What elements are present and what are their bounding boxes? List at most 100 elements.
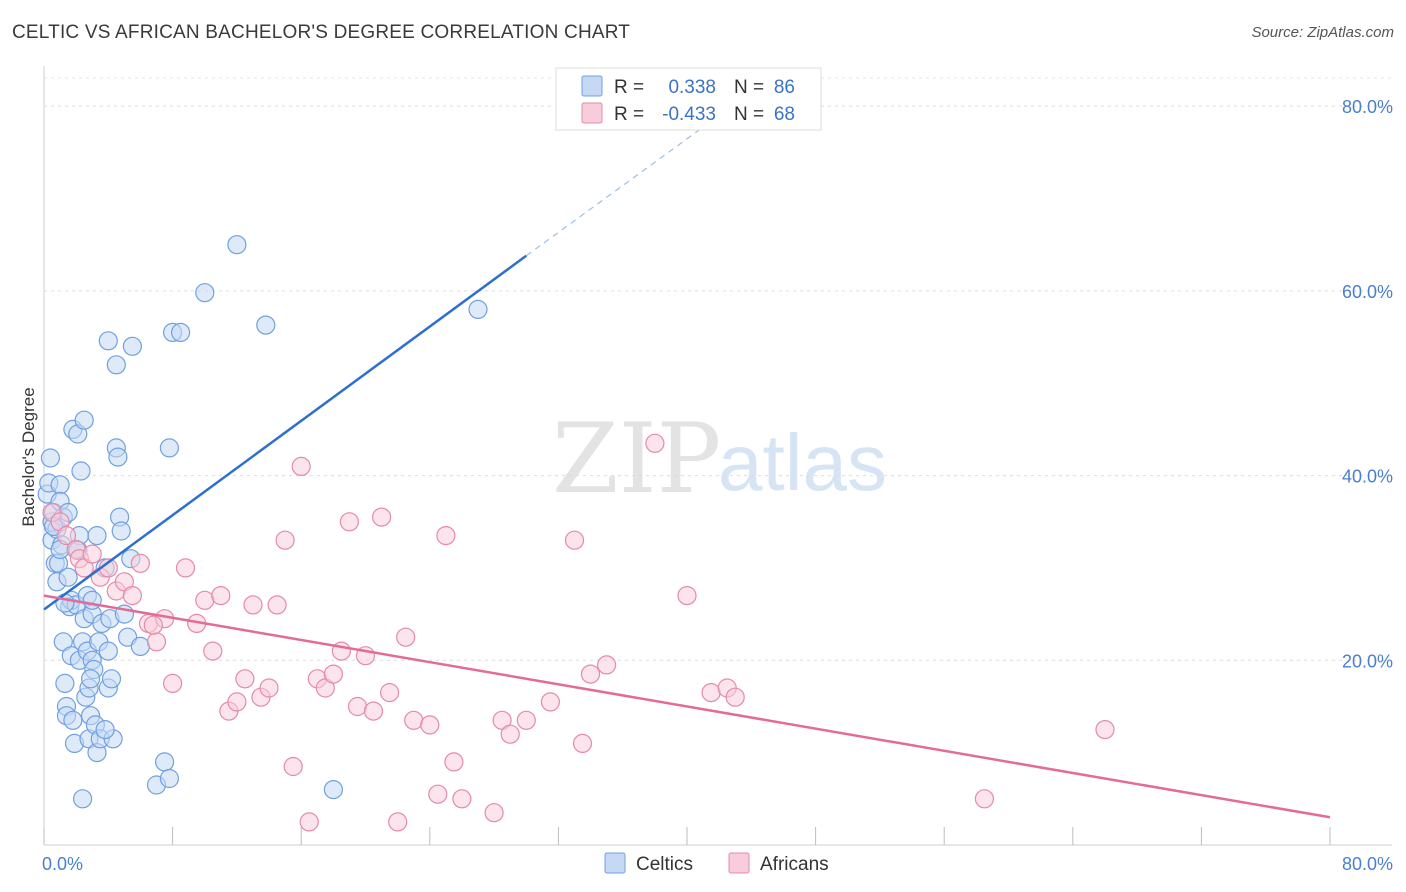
africans-point-43 [388,812,408,832]
celtics-point-69 [227,235,247,255]
africans-point-6 [82,544,102,564]
africans-point-30 [283,756,303,777]
africans-point-32 [299,812,319,832]
africans-point-16 [163,673,183,694]
celtics-point-76 [55,593,75,613]
africans-point-62 [701,682,721,703]
africans-point-23 [227,692,247,712]
celtics-point-81 [122,336,142,356]
africans-point-19 [195,590,215,610]
y-tick-label-80: 80.0% [1342,97,1393,117]
legend-r-label-celtics: R = [614,77,644,98]
source-label: Source: ZipAtlas.com [1251,24,1394,41]
x-tick-label-min: 0.0% [42,854,83,874]
africans-point-51 [484,803,504,823]
africans-point-38 [347,696,368,717]
africans-point-28 [267,595,287,615]
africans-point-37 [339,512,359,532]
africans-point-61 [677,585,697,606]
celtics-point-83 [159,768,179,789]
y-axis-label: Bachelor's Degree [19,387,38,526]
africans-point-58 [580,664,601,684]
africans-point-29 [275,530,295,550]
legend-r-value-celtics: 0.338 [668,77,716,98]
celtics-point-45 [87,525,107,546]
africans-point-20 [203,641,223,661]
legend-swatch-africans [581,102,603,124]
africans-point-25 [243,595,263,615]
trend-lines [43,114,1331,819]
celtics-point-72 [468,299,488,319]
celtics-point-51 [98,641,118,661]
legend-n-label-celtics: N = [734,77,764,98]
africans-point-2 [56,525,77,546]
celtics-point-84 [95,719,115,740]
africans-point-24 [235,669,255,689]
africans-point-42 [380,682,400,703]
celtics-point-64 [155,752,175,772]
africans-point-44 [396,627,416,647]
celtics-point-57 [108,447,128,467]
legend-n-label-africans: N = [734,104,764,125]
celtics-point-54 [101,669,122,689]
trend-line-celtics [43,254,527,611]
africans-point-21 [211,585,231,606]
bottom-legend-swatch-celtics [604,852,626,874]
celtics-point-63 [130,636,150,657]
africans-point-35 [323,664,343,684]
celtics-point-67 [171,322,191,342]
africans-point-60 [645,433,665,453]
africans-point-59 [596,655,617,675]
africans-point-50 [452,789,472,809]
y-tick-label-60: 60.0% [1342,282,1393,302]
bottom-legend-swatch-africans [728,852,750,874]
africans-point-64 [725,687,745,707]
africans-point-55 [540,692,561,712]
celtics-point-79 [98,331,118,351]
trend-line-celtics-extension [525,114,720,257]
celtics-point-85 [80,669,101,689]
legend-swatch-celtics [581,75,603,97]
watermark-atlas: atlas [718,418,887,507]
africans-point-11 [122,585,142,606]
celtics-point-34 [74,410,94,430]
africans-point-14 [146,632,167,652]
africans-point-53 [500,724,520,744]
x-tick-label-max: 80.0% [1342,854,1393,874]
africans-point-66 [1095,719,1115,740]
legend-r-value-africans: -0.433 [662,104,716,125]
celtics-point-65 [159,438,179,458]
africans-point-46 [420,715,440,735]
bottom-legend-celtics: Celtics [636,854,693,875]
grid-lines [44,77,1392,661]
legend-box: R = 0.338 N = 86 R = -0.433 N = 68 [555,67,822,131]
celtics-point-78 [82,590,102,610]
celtics-point-59 [111,521,131,541]
y-tick-labels: 20.0% 40.0% 60.0% 80.0% [1342,97,1393,671]
africans-point-47 [428,784,448,804]
legend-n-value-africans: 68 [774,104,795,125]
africans-point-67 [143,615,163,635]
watermark-zip: ZIP [552,403,721,515]
africans-point-57 [572,733,593,754]
y-tick-label-20: 20.0% [1342,651,1393,671]
bottom-legend-africans: Africans [760,854,829,875]
africans-point-31 [291,456,311,476]
trend-line-africans [43,594,1331,819]
celtics-point-70 [256,315,276,335]
celtics-point-31 [71,461,91,481]
africans-point-54 [516,710,536,730]
celtics-point-23 [63,710,83,730]
africans-point-12 [130,553,150,573]
africans-point-40 [363,701,384,721]
africans-point-65 [974,789,995,809]
axes [43,66,1392,846]
celtics-point-15 [55,673,75,694]
celtics-point-10 [50,475,70,495]
celtics-point-73 [72,789,93,809]
bottom-legend: Celtics Africans [604,852,829,875]
celtics-point-71 [323,779,343,800]
africans-point-48 [436,525,456,546]
celtics-point-19 [58,567,78,587]
